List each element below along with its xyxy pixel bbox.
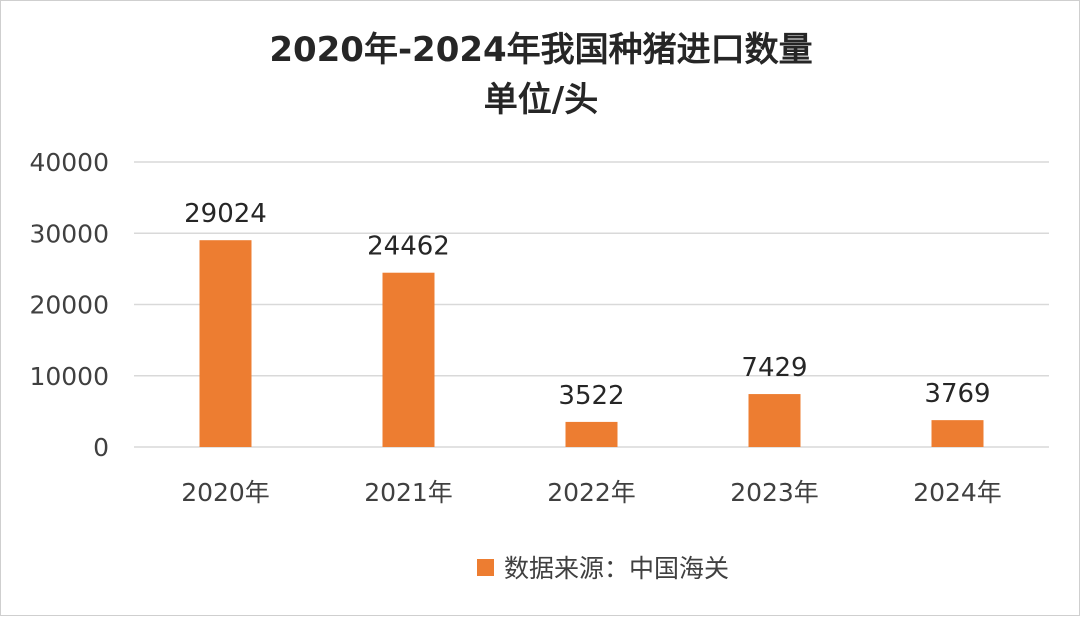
x-tick-label: 2021年 [364, 478, 453, 507]
x-tick-label: 2022年 [547, 478, 636, 507]
y-tick-label: 20000 [29, 291, 109, 320]
legend-swatch [477, 559, 494, 576]
data-label: 3522 [558, 381, 624, 411]
bar [931, 420, 984, 447]
x-tick-label: 2020年 [181, 478, 270, 507]
bars [199, 240, 984, 447]
y-tick-label: 0 [93, 433, 109, 462]
gridlines [134, 161, 1049, 448]
data-label: 24462 [367, 232, 450, 262]
legend-label: 数据来源：中国海关 [504, 554, 729, 583]
legend: 数据来源：中国海关 [477, 554, 729, 583]
chart-subtitle: 单位/头 [484, 80, 598, 120]
bar [748, 394, 801, 447]
data-label: 3769 [924, 379, 990, 409]
data-labels: 29024 24462 3522 7429 3769 [184, 199, 990, 411]
chart-title: 2020年-2024年我国种猪进口数量 [269, 30, 812, 70]
x-tick-label: 2024年 [913, 478, 1002, 507]
x-tick-label: 2023年 [730, 478, 819, 507]
data-label: 7429 [741, 353, 807, 383]
x-axis-ticks: 2020年 2021年 2022年 2023年 2024年 [181, 478, 1002, 507]
bar [565, 421, 618, 447]
y-axis-ticks: 0 10000 20000 30000 40000 [29, 148, 109, 462]
bar [382, 272, 435, 447]
data-label: 29024 [184, 199, 267, 229]
y-tick-label: 40000 [29, 148, 109, 177]
y-tick-label: 10000 [29, 362, 109, 391]
bar [199, 240, 252, 447]
y-tick-label: 30000 [29, 219, 109, 248]
